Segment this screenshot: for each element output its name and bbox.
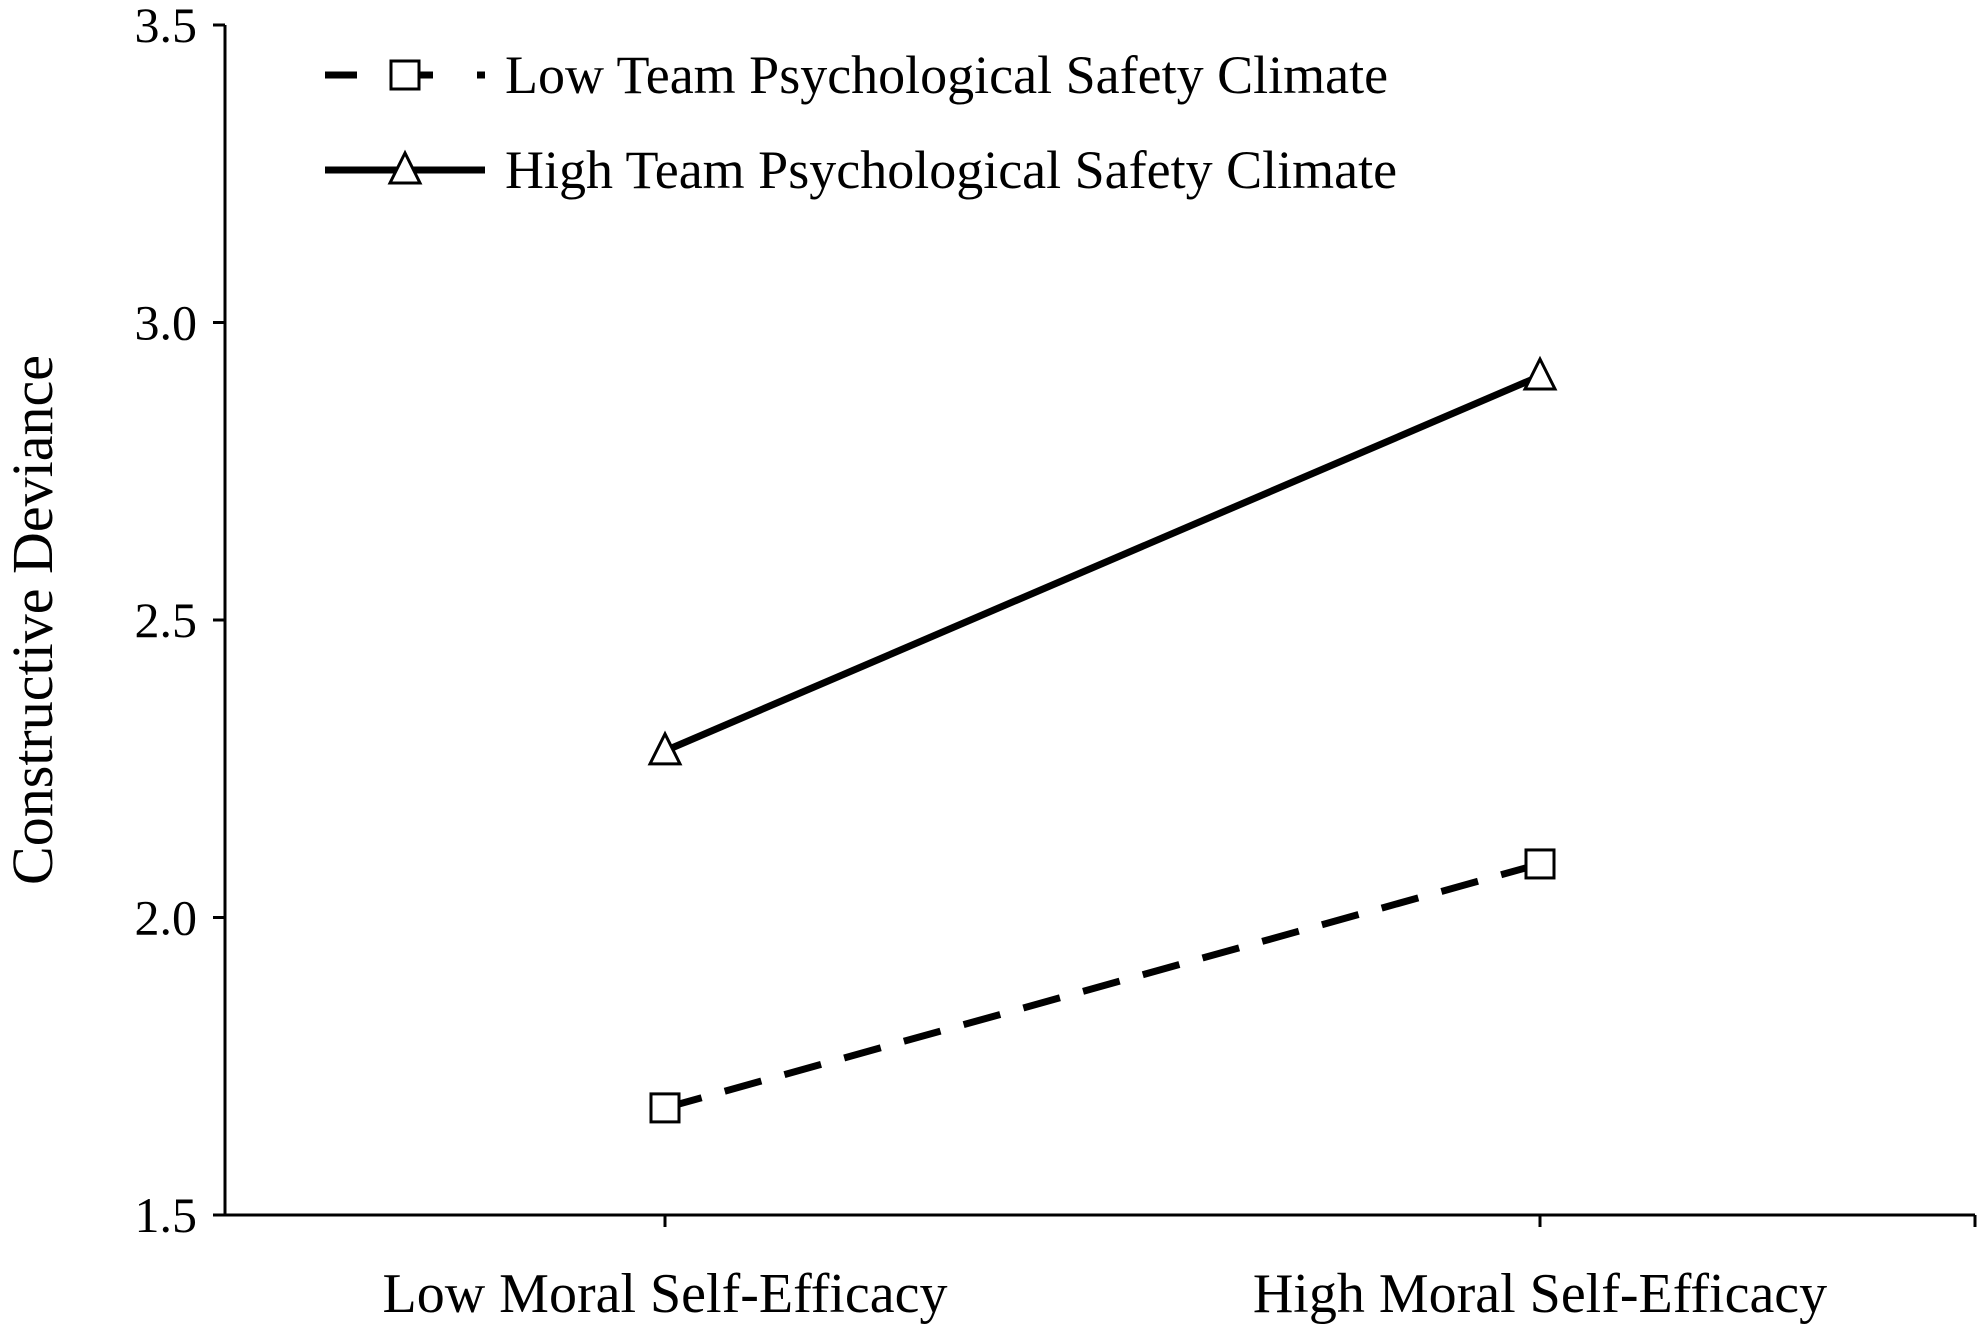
data-point-marker: [1522, 355, 1558, 391]
series-low-safety: [649, 848, 1556, 1124]
x-tick-labels: Low Moral Self-Efficacy High Moral Self-E…: [383, 1263, 1828, 1325]
y-tick-label: 2.5: [135, 592, 198, 648]
y-tick-label: 2.0: [135, 890, 198, 946]
series-high-safety: [647, 355, 1558, 766]
legend-label: High Team Psychological Safety Climate: [505, 140, 1397, 200]
y-tick-label: 1.5: [135, 1187, 198, 1243]
legend-swatch-marker: [387, 149, 423, 185]
legend-label: Low Team Psychological Safety Climate: [505, 45, 1388, 105]
data-point-marker: [649, 1092, 681, 1124]
axes: [213, 23, 1977, 1227]
series-line: [664, 860, 1541, 1112]
data-point-marker: [1524, 848, 1556, 880]
legend: Low Team Psychological Safety Climate Hig…: [325, 45, 1397, 200]
y-tick-label: 3.0: [135, 295, 198, 351]
data-point-marker: [647, 730, 683, 766]
series-layer: [647, 355, 1558, 1124]
series-line: [663, 372, 1542, 755]
x-tick-label: Low Moral Self-Efficacy: [383, 1263, 948, 1325]
y-tick-labels: 1.5 2.0 2.5 3.0 3.5: [135, 0, 198, 1243]
y-axis-title: Constructive Deviance: [0, 355, 65, 885]
legend-swatch-marker: [389, 59, 421, 91]
x-tick-label: High Moral Self-Efficacy: [1253, 1263, 1827, 1325]
y-tick-label: 3.5: [135, 0, 198, 53]
